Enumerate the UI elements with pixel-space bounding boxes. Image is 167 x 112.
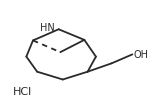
Text: HCl: HCl (13, 86, 32, 96)
Text: HN: HN (40, 23, 54, 33)
Text: OH: OH (134, 49, 149, 59)
